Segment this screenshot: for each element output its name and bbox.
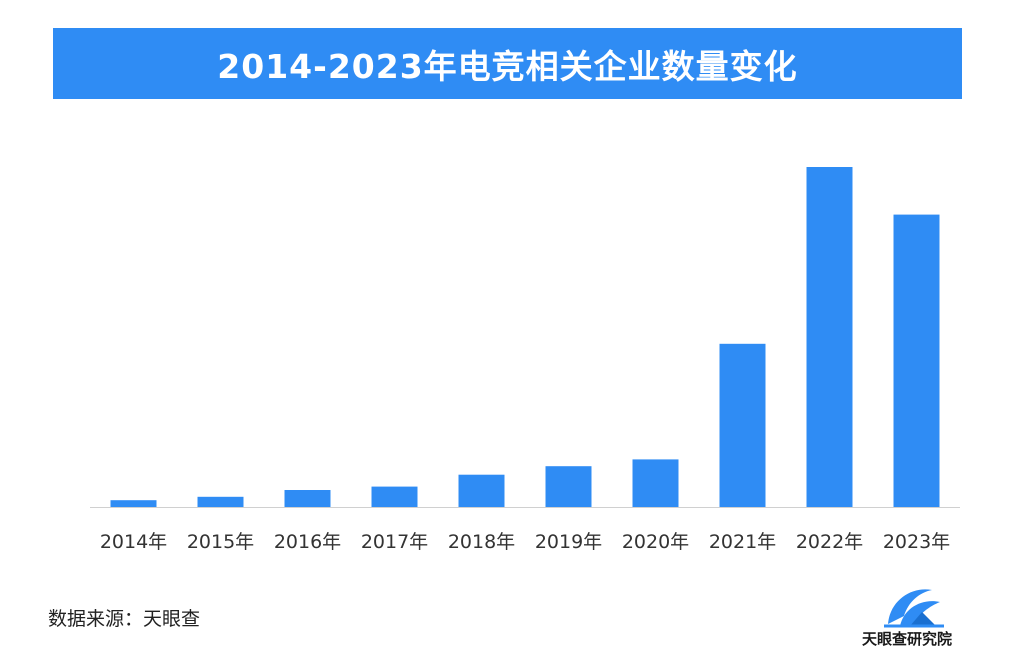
bar-2015年 (197, 496, 244, 507)
logo-text: 天眼查研究院 (862, 630, 953, 648)
x-tick-label: 2019年 (535, 531, 602, 553)
x-tick-label: 2021年 (709, 531, 776, 553)
x-tick-label: 2022年 (796, 531, 863, 553)
x-tick-label: 2017年 (361, 531, 428, 553)
x-tick-label: 2020年 (622, 531, 689, 553)
x-tick-label: 2018年 (448, 531, 515, 553)
bar-2016年 (284, 490, 331, 507)
bar-2014年 (110, 500, 157, 507)
x-tick-label: 2014年 (100, 531, 167, 553)
bar-2019年 (545, 466, 592, 507)
data-source: 数据来源：天眼查 (48, 608, 201, 630)
bar-2018年 (458, 474, 505, 507)
tianyancha-logo-icon (884, 589, 944, 628)
x-tick-label: 2023年 (883, 531, 950, 553)
chart-title: 2014-2023年电竞相关企业数量变化 (217, 46, 798, 86)
bar-2021年 (719, 343, 766, 507)
bar-2023年 (893, 214, 940, 507)
x-tick-label: 2015年 (187, 531, 254, 553)
bar-2020年 (632, 459, 679, 507)
x-tick-label: 2016年 (274, 531, 341, 553)
bar-2017年 (371, 486, 418, 507)
bar-2022年 (806, 167, 853, 507)
title-banner: 2014-2023年电竞相关企业数量变化 (53, 28, 962, 99)
